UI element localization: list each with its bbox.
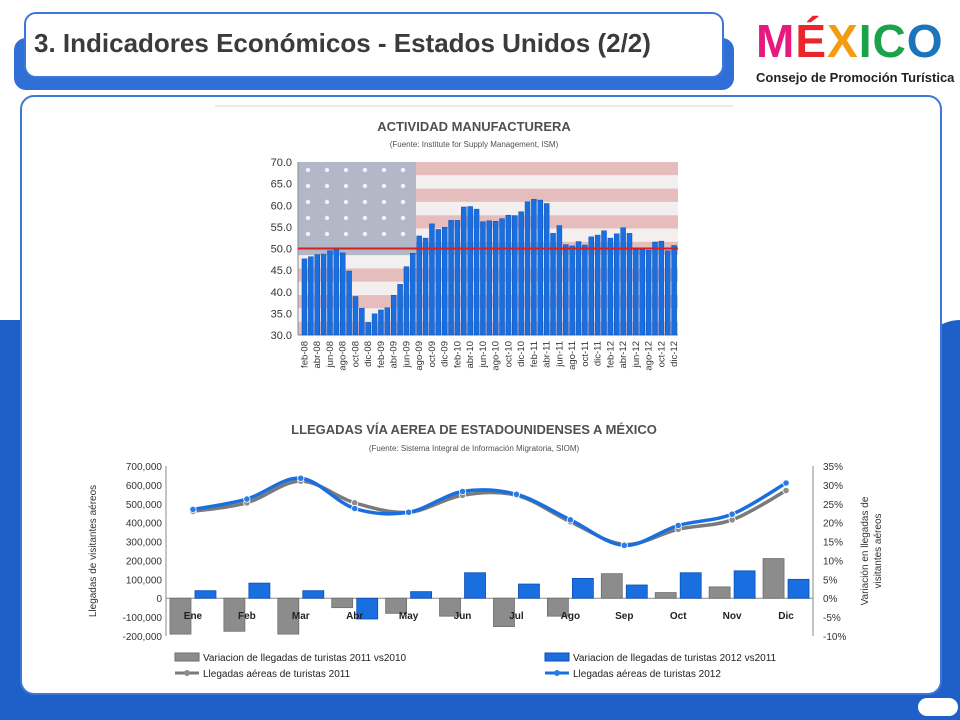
mexico-logo: MÉXICO Consejo de Promoción Turística: [752, 10, 955, 90]
content-panel: [20, 95, 942, 695]
logo-letter: X: [827, 15, 859, 67]
title-box: [24, 12, 724, 78]
logo-letter: C: [872, 15, 907, 67]
logo-wordmark: MÉXICO: [756, 14, 944, 68]
logo-letter: I: [858, 15, 873, 67]
logo-letter: M: [756, 15, 796, 67]
logo-letter: O: [906, 15, 944, 67]
logo-subtitle: Consejo de Promoción Turística: [756, 70, 955, 85]
page-title: 3. Indicadores Económicos - Estados Unid…: [34, 28, 651, 58]
logo-letter: É: [795, 15, 828, 67]
slide-nav-pill[interactable]: [918, 698, 958, 716]
